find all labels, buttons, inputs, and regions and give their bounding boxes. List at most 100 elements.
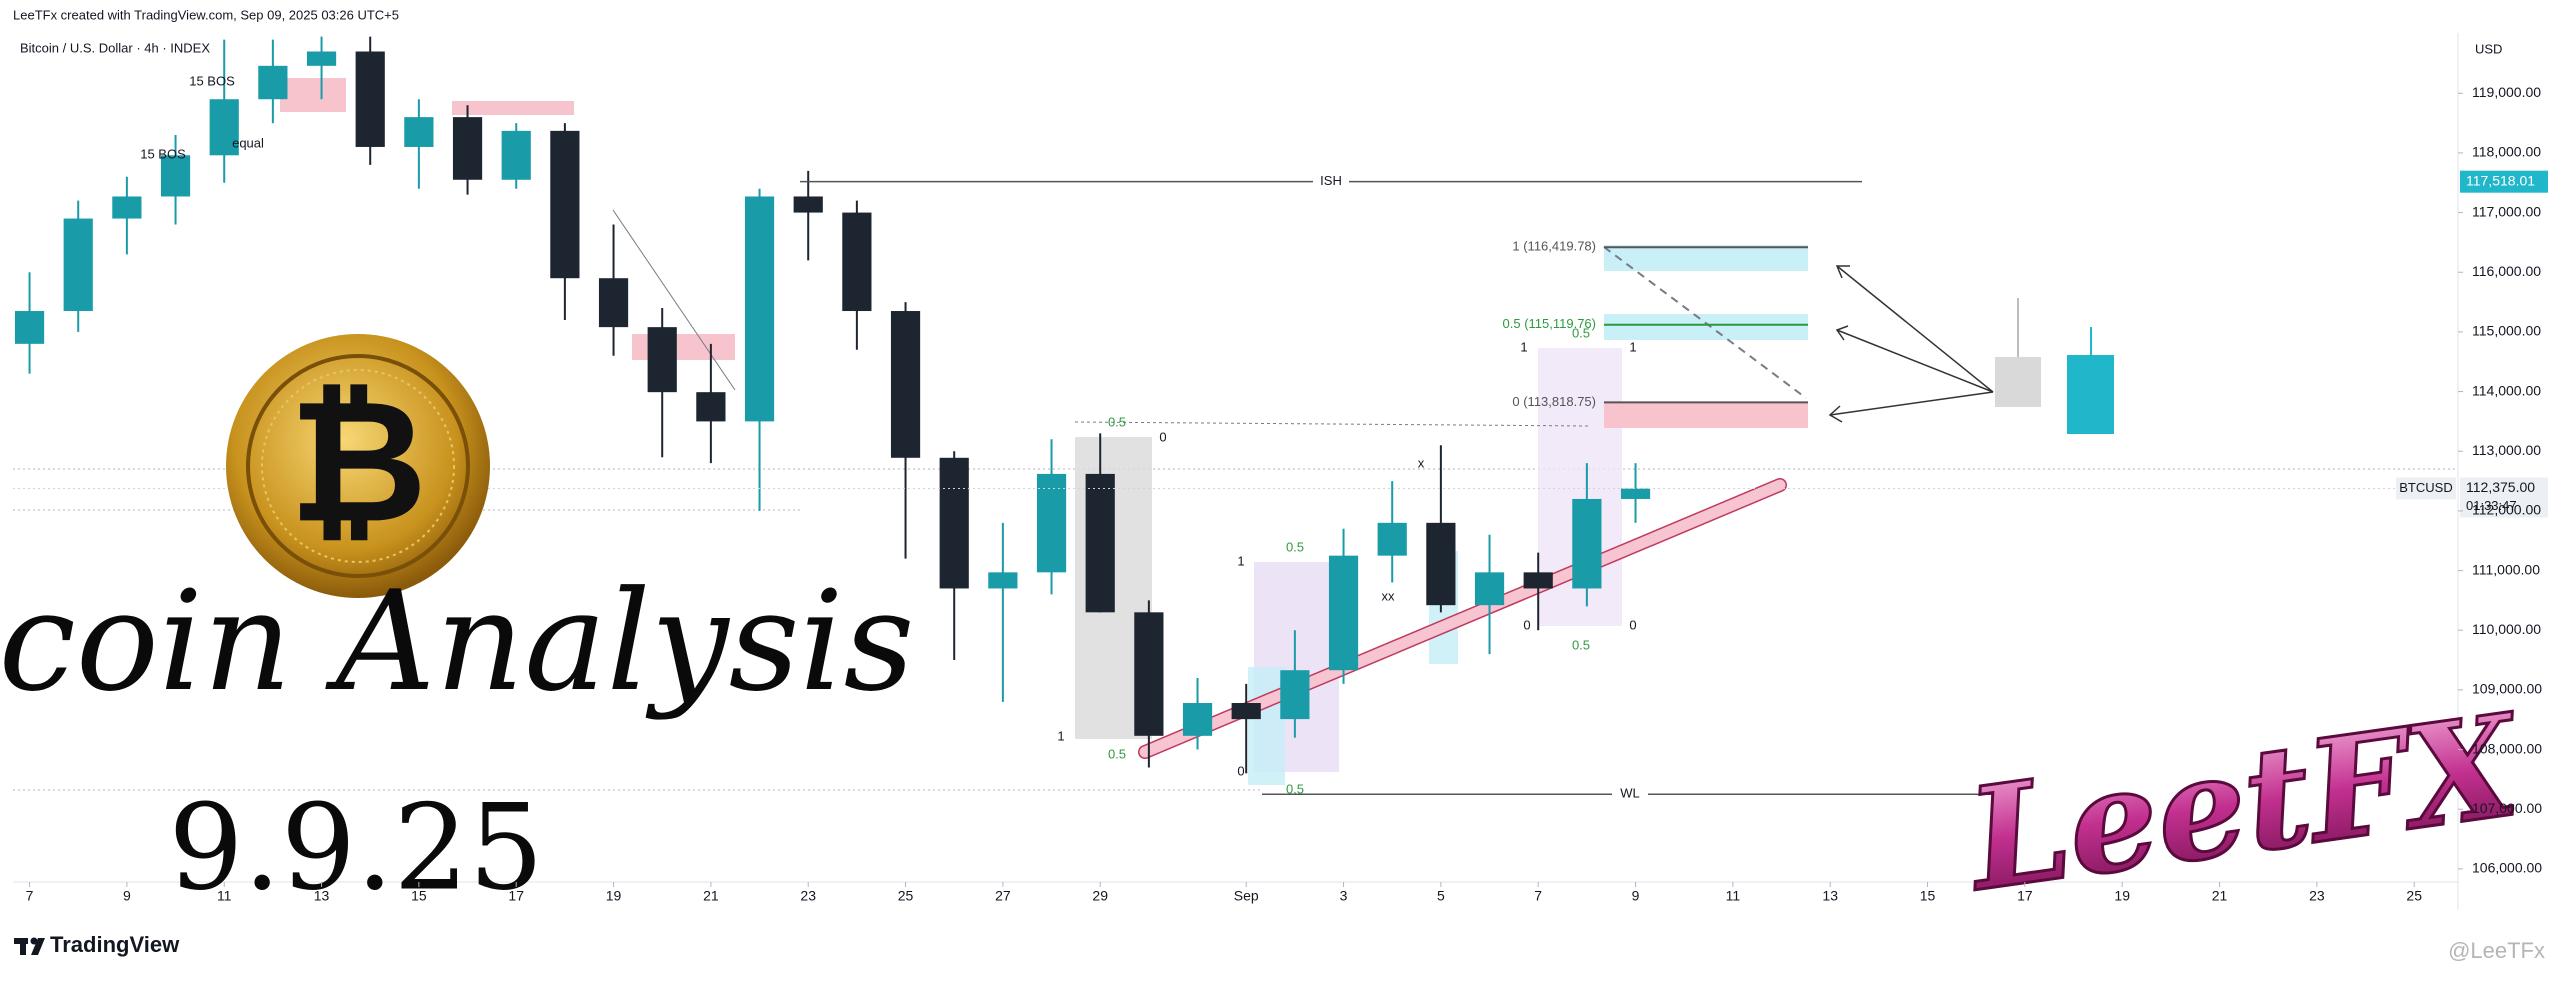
brand-icon [20,938,26,955]
candle-body [1377,522,1407,556]
candle-body [1572,498,1602,589]
x-tick-label: 25 [898,888,914,904]
brand: TradingView [50,932,180,957]
candle-body [258,65,288,100]
x-tick-label: 13 [1822,888,1838,904]
brand-icon [31,938,45,955]
x-tick-label: 15 [1920,888,1936,904]
candle-body [1523,572,1553,589]
bitcoin-coin: ₿ [226,334,490,598]
zone [632,334,735,360]
overlay-date: 9.9.25 [168,779,543,917]
annotations: ISH WL 1 (116,419.78) 0.5 (115,119.76) 0 (11… [13,73,2548,804]
y-tick-label: 112,000.00 [2472,502,2541,518]
x-tick-label: 15 [411,888,427,904]
trend-line [612,209,736,391]
fib-zone [1604,314,1808,340]
annotation: x [1418,455,1425,470]
x-tick-label: 11 [1726,888,1741,904]
y-tick-label: 119,000.00 [2472,84,2541,100]
currency: USD [2475,41,2502,56]
candle-body [209,99,239,156]
x-tick-label: 21 [2212,888,2228,904]
candle-body [1134,612,1164,736]
fib-zone [1604,245,1808,271]
x-tick-label: 29 [1092,888,1108,904]
fib-label: 0 (113,818.75) [1512,394,1596,409]
annotation: 15 BOS [189,73,235,88]
x-tick-label: 7 [26,888,34,904]
zone [452,101,574,115]
price-badge-label: 112,375.00 [2466,479,2535,495]
watermark: @LeeTFx [2448,938,2545,963]
candle-body [890,311,921,458]
y-tick-label: 106,000.00 [2472,860,2542,876]
x-tick-label: 5 [1437,888,1445,904]
level-label-bg [1313,172,1349,191]
annotation: equal [232,135,264,150]
price-timer: 01:33:47 [2466,498,2517,513]
annotation: 1 [1237,553,1244,568]
candle-body [1085,473,1115,613]
x-tick-label: 17 [2017,888,2033,904]
annotation: 0.5 [1286,781,1304,796]
x-tick-label: 19 [606,888,622,904]
x-tick-label: 9 [123,888,131,904]
coin-symbol: ₿ [289,363,428,561]
candle-body [1474,572,1505,606]
y-tick-label: 117,000.00 [2472,203,2541,219]
annotation: 0.5 [1286,539,1304,554]
candle-body [696,392,726,422]
candle-body [550,130,580,279]
y-tick-label: 109,000.00 [2472,681,2542,697]
zone [1248,667,1285,785]
y-tick-label: 113,000.00 [2472,442,2541,458]
candle-body [939,457,969,589]
candle-body [14,311,45,344]
annotation: 1 [1057,728,1064,743]
dashed-line [1074,421,1591,427]
candle-body [404,117,434,147]
brand-icon [30,937,38,945]
y-tick-label: 110,000.00 [2472,621,2541,637]
candle-body [1620,488,1651,499]
fib-label: 1 (116,419.78) [1512,239,1596,254]
fib-label: 0.5 (115,119.76) [1503,316,1596,331]
axes: 106,000.00 107,000.00 108,000.00 109,000.00… [26,84,2543,904]
projection-candle [1995,357,2041,407]
annotation: 0.5 [1572,325,1590,340]
y-tick-label: 115,000.00 [2472,323,2541,339]
symbol-badge [2396,477,2456,500]
x-tick-label: 3 [1340,888,1348,904]
candle-body [1036,473,1067,573]
symbol-label: BTCUSD [2399,480,2452,495]
candle-body [842,212,872,312]
price-badge-label: 117,518.01 [2466,172,2535,188]
candle-body [1328,555,1359,671]
annotation: 1 [1520,339,1527,354]
chart-title: Bitcoin / U.S. Dollar · 4h · INDEX [20,40,210,55]
candle-body [355,51,385,147]
annotation: 0 [1629,617,1636,632]
candle-body [1280,670,1310,720]
y-tick-label: 116,000.00 [2472,263,2541,279]
projection-candle [2067,355,2114,434]
dashed-line [1603,246,1807,399]
candle-body [744,196,775,422]
annotation: 0.5 [1572,637,1590,652]
candle-body [598,278,629,328]
x-tick-label: Sep [1234,888,1259,904]
coin-ring [246,354,470,578]
annotation: 0 [1523,617,1530,632]
candle-body [63,218,93,312]
candle-body [988,572,1018,589]
x-tick-label: 17 [508,888,524,904]
candle-body [306,51,337,66]
candle-body [160,155,191,197]
price-badge [2460,170,2548,193]
fib-zone [1604,402,1808,428]
candle-body [647,327,677,393]
